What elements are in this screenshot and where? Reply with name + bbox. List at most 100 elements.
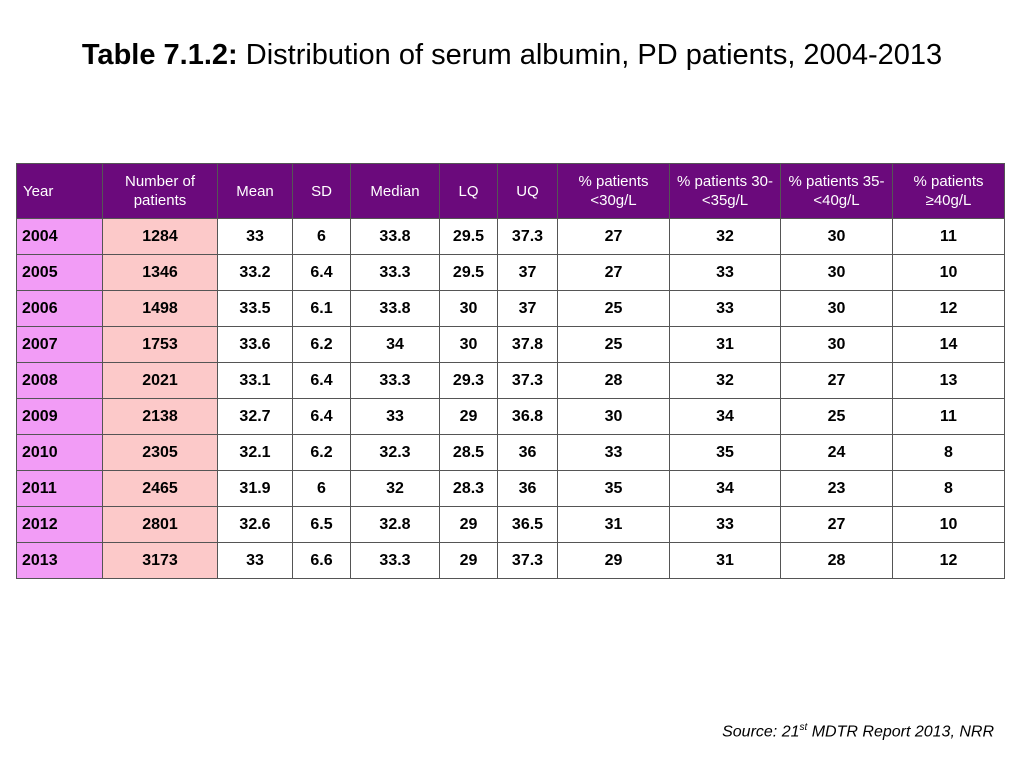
source-prefix: Source: 21 — [722, 723, 800, 741]
cell-sd: 6.4 — [292, 398, 351, 435]
cell-mean: 33.1 — [217, 362, 293, 399]
cell-pct-30-35: 33 — [669, 290, 781, 327]
cell-uq: 36.8 — [497, 398, 558, 435]
cell-median: 33.3 — [350, 542, 440, 579]
header-year: Year — [16, 163, 103, 219]
cell-mean: 32.6 — [217, 506, 293, 543]
cell-number-of-patients: 1753 — [102, 326, 218, 363]
cell-lq: 30 — [439, 290, 498, 327]
cell-uq: 37.8 — [497, 326, 558, 363]
cell-uq: 37 — [497, 290, 558, 327]
cell-lq: 30 — [439, 326, 498, 363]
table-row: 2011 2465 31.9 6 32 28.3 36 35 34 23 8 — [16, 470, 1005, 507]
cell-lq: 29.5 — [439, 218, 498, 255]
cell-pct-under-30: 27 — [557, 254, 670, 291]
cell-pct-under-30: 35 — [557, 470, 670, 507]
cell-year: 2012 — [16, 506, 103, 543]
cell-sd: 6.5 — [292, 506, 351, 543]
cell-pct-35-40: 24 — [780, 434, 893, 471]
cell-pct-40-plus: 12 — [892, 290, 1005, 327]
table-row: 2004 1284 33 6 33.8 29.5 37.3 27 32 30 11 — [16, 218, 1005, 255]
cell-lq: 29 — [439, 398, 498, 435]
cell-mean: 33.6 — [217, 326, 293, 363]
cell-year: 2013 — [16, 542, 103, 579]
header-median: Median — [350, 163, 440, 219]
cell-number-of-patients: 2021 — [102, 362, 218, 399]
cell-pct-35-40: 27 — [780, 362, 893, 399]
cell-pct-under-30: 31 — [557, 506, 670, 543]
table-row: 2006 1498 33.5 6.1 33.8 30 37 25 33 30 12 — [16, 290, 1005, 327]
header-sd: SD — [292, 163, 351, 219]
cell-pct-30-35: 32 — [669, 362, 781, 399]
cell-mean: 33.2 — [217, 254, 293, 291]
table-row: 2008 2021 33.1 6.4 33.3 29.3 37.3 28 32 27 13 — [16, 362, 1005, 399]
cell-pct-under-30: 30 — [557, 398, 670, 435]
source-suffix: MDTR Report 2013, NRR — [807, 723, 994, 741]
cell-pct-30-35: 31 — [669, 326, 781, 363]
header-pct-35-40: % patients 35-<40g/L — [780, 163, 893, 219]
cell-lq: 28.3 — [439, 470, 498, 507]
cell-uq: 37 — [497, 254, 558, 291]
table-row: 2013 3173 33 6.6 33.3 29 37.3 29 31 28 12 — [16, 542, 1005, 579]
header-number-of-patients: Number of patients — [102, 163, 218, 219]
cell-year: 2009 — [16, 398, 103, 435]
cell-uq: 36.5 — [497, 506, 558, 543]
cell-sd: 6.6 — [292, 542, 351, 579]
cell-number-of-patients: 1498 — [102, 290, 218, 327]
cell-uq: 36 — [497, 434, 558, 471]
cell-lq: 28.5 — [439, 434, 498, 471]
cell-pct-40-plus: 11 — [892, 218, 1005, 255]
cell-pct-40-plus: 8 — [892, 470, 1005, 507]
cell-pct-35-40: 27 — [780, 506, 893, 543]
cell-year: 2004 — [16, 218, 103, 255]
header-lq: LQ — [439, 163, 498, 219]
cell-lq: 29.3 — [439, 362, 498, 399]
table-row: 2007 1753 33.6 6.2 34 30 37.8 25 31 30 14 — [16, 326, 1005, 363]
cell-number-of-patients: 2305 — [102, 434, 218, 471]
cell-sd: 6.4 — [292, 362, 351, 399]
cell-pct-under-30: 25 — [557, 290, 670, 327]
cell-pct-40-plus: 11 — [892, 398, 1005, 435]
cell-pct-30-35: 32 — [669, 218, 781, 255]
cell-sd: 6.1 — [292, 290, 351, 327]
cell-mean: 31.9 — [217, 470, 293, 507]
cell-pct-30-35: 33 — [669, 254, 781, 291]
cell-pct-40-plus: 8 — [892, 434, 1005, 471]
cell-median: 33.3 — [350, 254, 440, 291]
table-body: 2004 1284 33 6 33.8 29.5 37.3 27 32 30 11 2005 1346 3… — [16, 218, 1005, 579]
cell-mean: 32.7 — [217, 398, 293, 435]
header-mean: Mean — [217, 163, 293, 219]
cell-mean: 33 — [217, 542, 293, 579]
cell-pct-40-plus: 13 — [892, 362, 1005, 399]
cell-median: 33.3 — [350, 362, 440, 399]
source-note: Source: 21st MDTR Report 2013, NRR — [722, 722, 994, 741]
table-row: 2010 2305 32.1 6.2 32.3 28.5 36 33 35 24 8 — [16, 434, 1005, 471]
cell-year: 2005 — [16, 254, 103, 291]
cell-pct-40-plus: 14 — [892, 326, 1005, 363]
cell-pct-30-35: 34 — [669, 398, 781, 435]
albumin-table: Year Number of patients Mean SD Median L… — [16, 163, 1005, 579]
cell-mean: 32.1 — [217, 434, 293, 471]
table-caption: Distribution of serum albumin, PD patien… — [245, 39, 943, 71]
cell-pct-under-30: 27 — [557, 218, 670, 255]
cell-year: 2008 — [16, 362, 103, 399]
cell-year: 2011 — [16, 470, 103, 507]
cell-pct-35-40: 30 — [780, 290, 893, 327]
cell-lq: 29 — [439, 506, 498, 543]
cell-uq: 37.3 — [497, 362, 558, 399]
cell-number-of-patients: 2138 — [102, 398, 218, 435]
cell-median: 33.8 — [350, 218, 440, 255]
cell-pct-35-40: 25 — [780, 398, 893, 435]
cell-year: 2010 — [16, 434, 103, 471]
table-header-row: Year Number of patients Mean SD Median L… — [16, 163, 1005, 219]
cell-lq: 29 — [439, 542, 498, 579]
header-pct-under-30: % patients <30g/L — [557, 163, 670, 219]
cell-pct-35-40: 28 — [780, 542, 893, 579]
cell-pct-40-plus: 10 — [892, 254, 1005, 291]
cell-uq: 36 — [497, 470, 558, 507]
cell-sd: 6.2 — [292, 326, 351, 363]
header-pct-40-plus: % patients ≥40g/L — [892, 163, 1005, 219]
cell-pct-40-plus: 12 — [892, 542, 1005, 579]
cell-sd: 6.2 — [292, 434, 351, 471]
cell-median: 33 — [350, 398, 440, 435]
